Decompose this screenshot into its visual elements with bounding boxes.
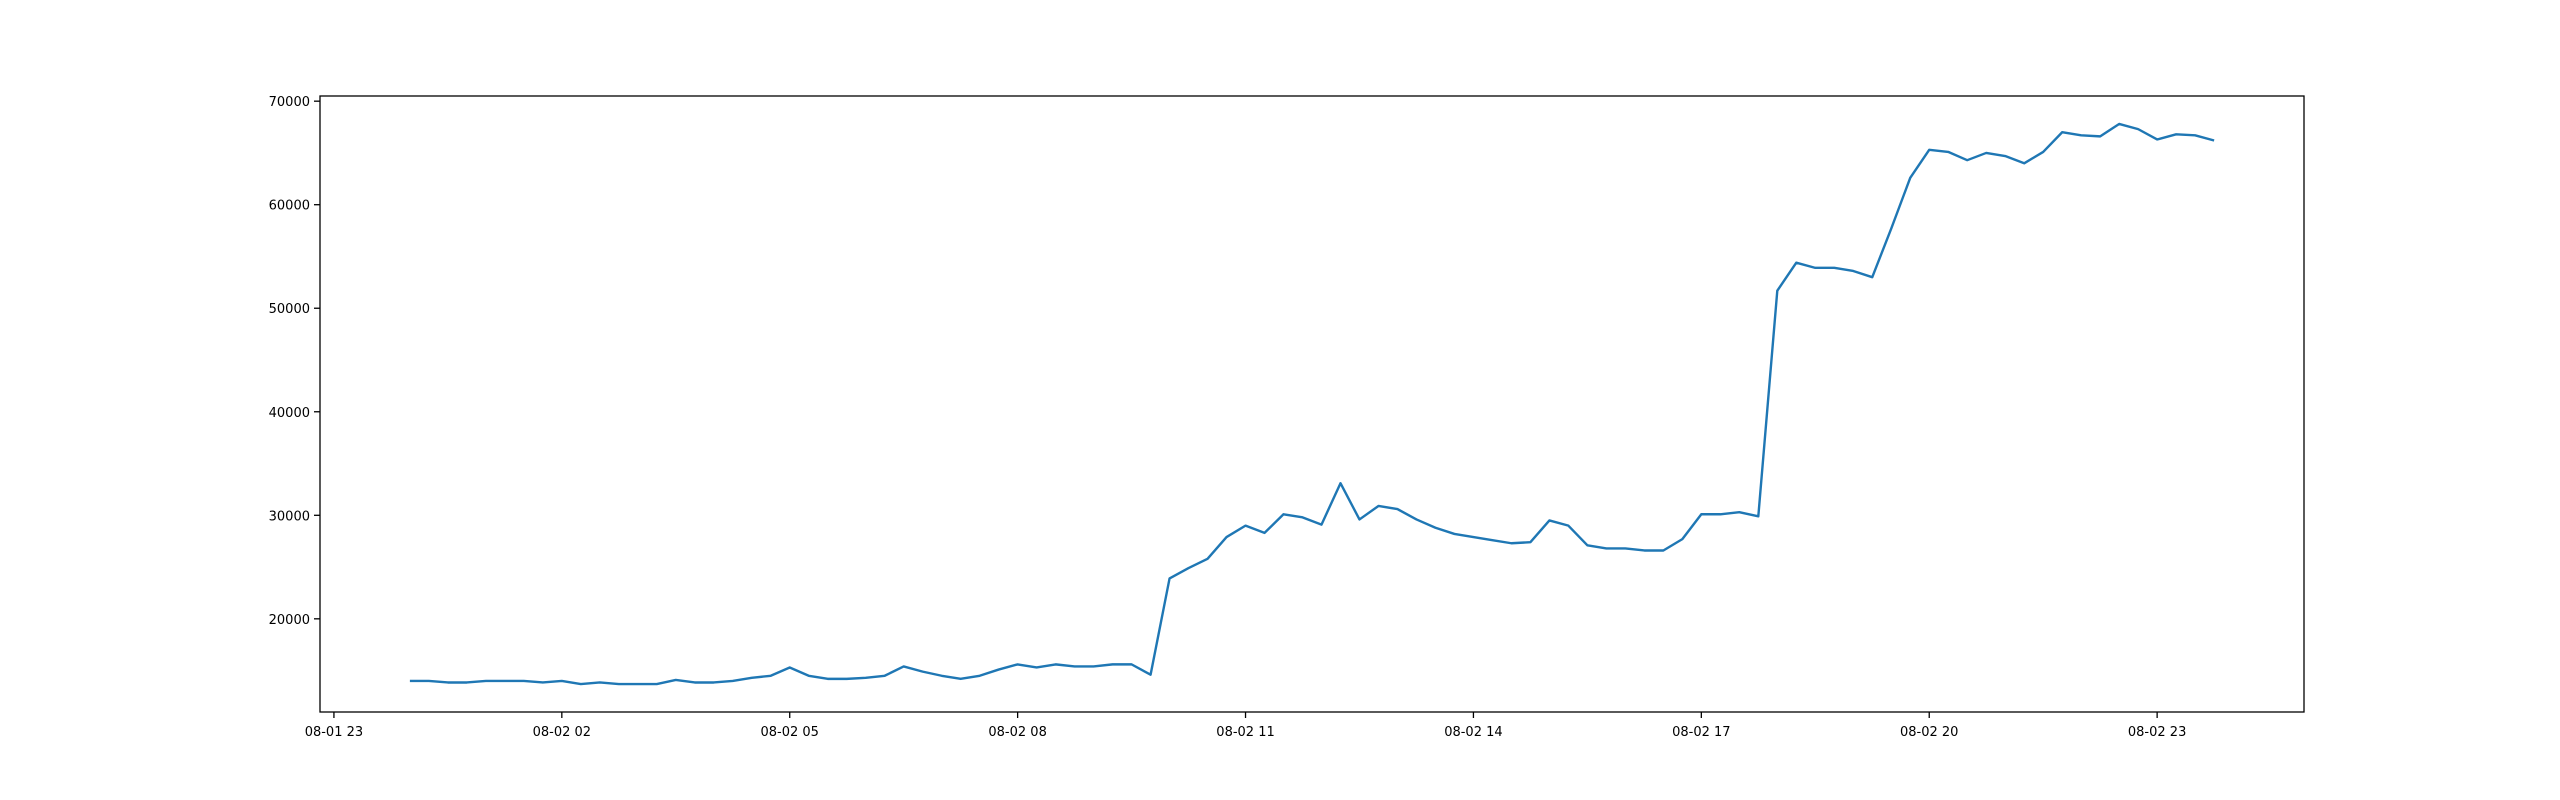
x-tick-label: 08-02 05 bbox=[761, 725, 819, 740]
y-tick-label: 60000 bbox=[269, 199, 310, 214]
data-line bbox=[409, 122, 2215, 686]
x-tick-label: 08-01 23 bbox=[305, 725, 363, 740]
y-tick-label: 50000 bbox=[269, 302, 310, 317]
x-tick-label: 08-02 14 bbox=[1444, 725, 1502, 740]
y-tick-label: 20000 bbox=[269, 613, 310, 628]
y-tick-label: 30000 bbox=[269, 509, 310, 524]
x-tick-label: 08-02 20 bbox=[1900, 725, 1958, 740]
plot-frame bbox=[319, 95, 2305, 713]
x-tick-label: 08-02 08 bbox=[988, 725, 1046, 740]
y-tick-label: 40000 bbox=[269, 406, 310, 421]
x-tick-label: 08-02 23 bbox=[2128, 725, 2186, 740]
y-tick-label: 70000 bbox=[269, 95, 310, 110]
x-tick-label: 08-02 11 bbox=[1216, 725, 1274, 740]
x-tick-label: 08-02 02 bbox=[533, 725, 591, 740]
x-tick-label: 08-02 17 bbox=[1672, 725, 1730, 740]
